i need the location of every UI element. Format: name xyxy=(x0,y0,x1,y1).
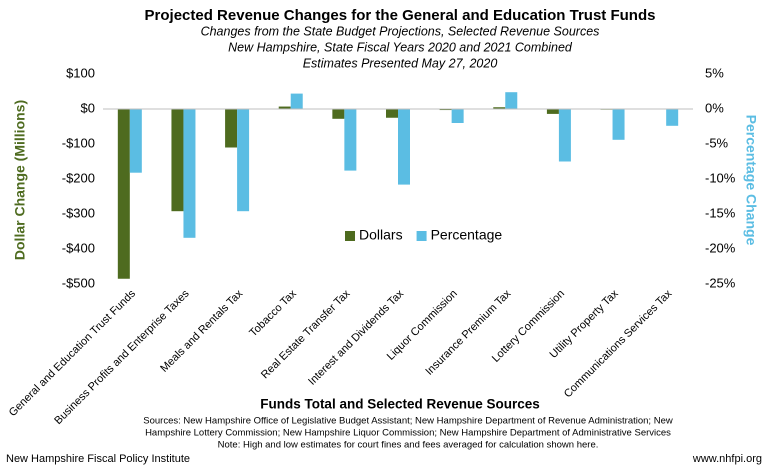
bar xyxy=(398,109,410,185)
note: Sources: New Hampshire Office of Legisla… xyxy=(143,416,673,427)
x-tick-label: Communications Services Tax xyxy=(562,287,675,400)
y2-axis-label: Percentage Change xyxy=(743,115,759,246)
bar xyxy=(439,109,452,111)
y2-tick-label: -5% xyxy=(705,135,729,150)
subtitle: Changes from the State Budget Projection… xyxy=(201,24,600,38)
x-tick-label: Real Estate Transfer Tax xyxy=(259,287,353,381)
y-axis-label: Dollar Change (Millions) xyxy=(12,100,28,260)
chart-title: Projected Revenue Changes for the Genera… xyxy=(145,7,656,24)
y-tick-label: -$100 xyxy=(62,135,95,150)
y-tick-label: -$300 xyxy=(62,205,95,220)
x-axis-label: Funds Total and Selected Revenue Sources xyxy=(260,397,540,412)
note: Hampshire Lottery Commission; New Hampsh… xyxy=(145,428,671,439)
bar xyxy=(117,109,130,279)
legend-swatch xyxy=(345,231,355,241)
subtitle: New Hampshire, State Fiscal Years 2020 a… xyxy=(228,40,573,54)
x-tick-label: Tobacco Tax xyxy=(247,287,299,339)
bar xyxy=(546,109,559,114)
legend-label: Dollars xyxy=(359,227,403,243)
bar xyxy=(237,109,250,212)
note: Note: High and low estimates for court f… xyxy=(218,440,599,451)
bar xyxy=(505,92,518,109)
y2-tick-label: 0% xyxy=(705,100,724,115)
y2-tick-label: -10% xyxy=(705,170,736,185)
bar xyxy=(612,109,625,140)
bar xyxy=(666,109,679,126)
legend-swatch xyxy=(416,231,427,241)
bar xyxy=(332,109,345,119)
bar xyxy=(386,109,398,118)
y2-tick-label: -20% xyxy=(705,240,736,255)
y-tick-label: -$200 xyxy=(62,170,95,185)
y2-tick-label: -15% xyxy=(705,205,736,220)
bar xyxy=(344,109,357,171)
legend-label: Percentage xyxy=(431,227,503,243)
y-tick-label: $100 xyxy=(66,65,95,80)
bar xyxy=(493,107,506,109)
y2-tick-label: 5% xyxy=(705,65,724,80)
footer-right: www.nhfpi.org xyxy=(692,453,762,465)
bar xyxy=(225,109,238,148)
bar xyxy=(451,109,464,123)
bar xyxy=(129,109,142,173)
y-tick-label: -$500 xyxy=(62,275,95,290)
bar xyxy=(171,109,184,212)
footer-left: New Hampshire Fiscal Policy Institute xyxy=(6,453,190,465)
bar xyxy=(278,106,291,109)
y-tick-label: $0 xyxy=(81,100,95,115)
y-tick-label: -$400 xyxy=(62,240,95,255)
bar xyxy=(183,109,196,238)
x-tick-label: Interest and Dividends Tax xyxy=(306,287,406,387)
bar xyxy=(558,109,571,162)
y2-tick-label: -25% xyxy=(705,275,736,290)
subtitle: Estimates Presented May 27, 2020 xyxy=(303,56,498,70)
bar xyxy=(290,93,303,109)
